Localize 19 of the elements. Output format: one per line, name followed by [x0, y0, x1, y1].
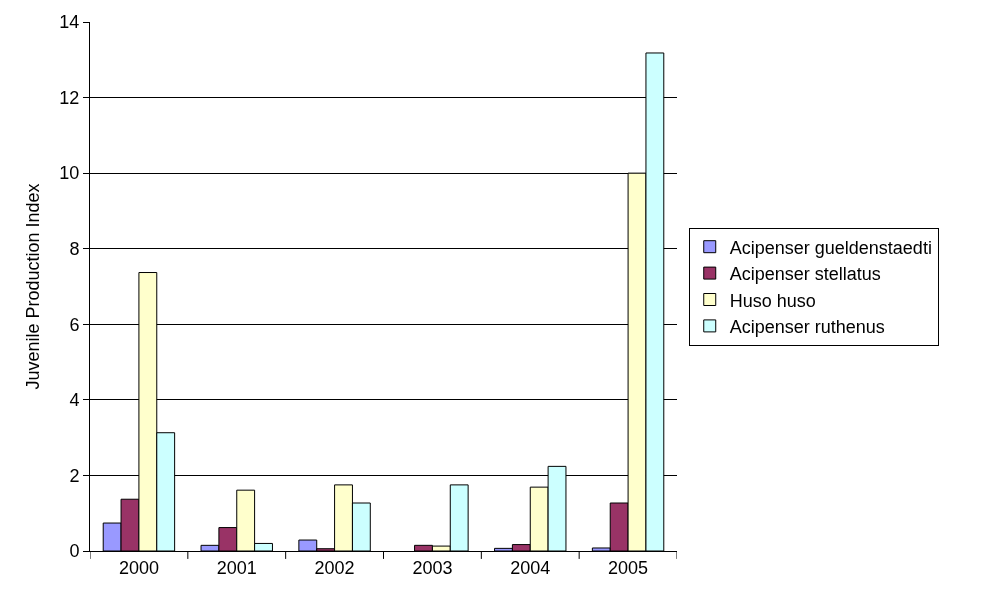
y-tick-label: 8 [69, 239, 80, 260]
x-tick-label: 2004 [510, 557, 551, 578]
y-tick-label: 10 [59, 163, 80, 184]
legend-label: Acipenser gueldenstaedti [729, 237, 932, 258]
x-tick-label: 2001 [216, 557, 257, 578]
x-tick-label: 2003 [412, 557, 453, 578]
y-axis-title: Juvenile Production Index [22, 183, 43, 390]
y-tick-label: 4 [69, 390, 80, 411]
y-tick-label: 2 [69, 465, 80, 486]
x-tick-label: 2000 [118, 557, 159, 578]
legend-label: Huso huso [729, 290, 816, 311]
y-tick-label: 14 [59, 12, 80, 33]
y-tick-label: 12 [59, 87, 80, 108]
y-tick-label: 6 [69, 314, 80, 335]
legend-label: Acipenser ruthenus [729, 316, 885, 337]
y-tick-label: 0 [69, 541, 80, 562]
x-tick-label: 2002 [314, 557, 355, 578]
x-tick-label: 2005 [608, 557, 649, 578]
legend-label: Acipenser stellatus [729, 264, 881, 285]
